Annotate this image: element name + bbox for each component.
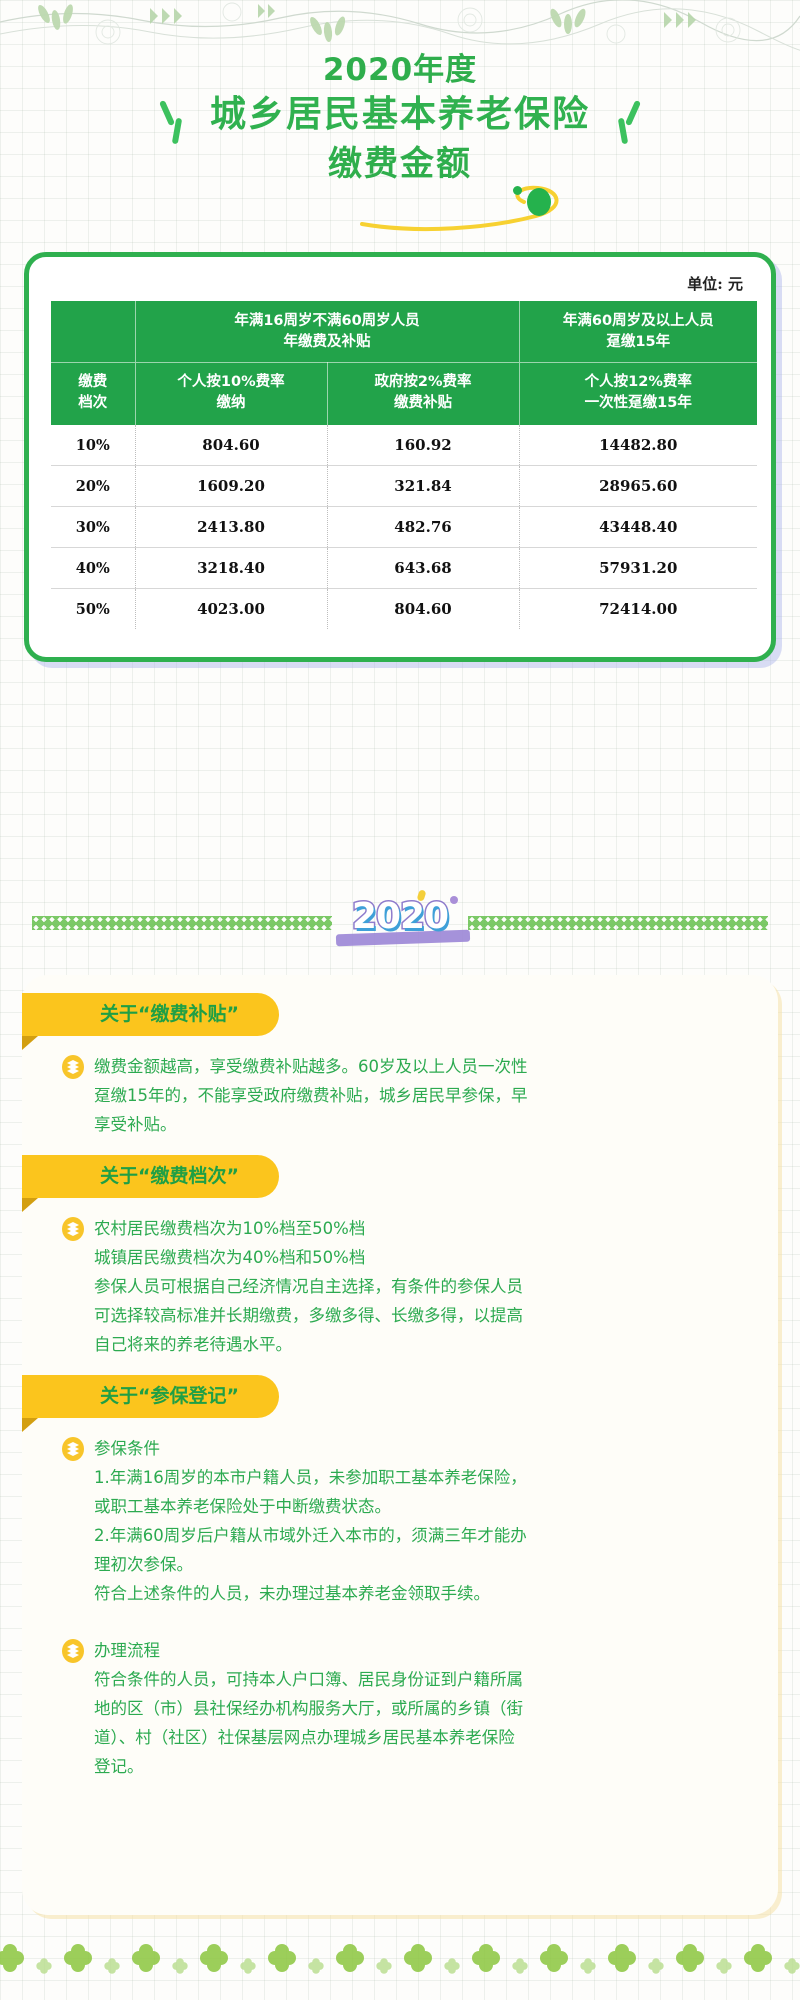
cell-lump: 28965.60 <box>519 465 758 507</box>
table-header-top-row: 年满16周岁不满60周岁人员 年缴费及补贴 年满60周岁及以上人员 趸缴15年 <box>51 301 758 363</box>
cell-subsidy: 321.84 <box>327 465 520 507</box>
bottom-ornament-svg <box>0 1944 800 1974</box>
bullet-item: 参保条件 1.年满16周岁的本市户籍人员，未参加职工基本养老保险， 或职工基本养… <box>22 1434 778 1608</box>
cell-personal: 4023.00 <box>135 588 328 629</box>
section-tag-subsidy: 关于“缴费补贴” <box>22 993 279 1050</box>
bullet-text: 参保条件 1.年满16周岁的本市户籍人员，未参加职工基本养老保险， 或职工基本养… <box>94 1439 527 1603</box>
title-year: 2020年度 <box>322 52 478 88</box>
stack-bullet-icon <box>62 1217 84 1241</box>
info-panel: 关于“缴费补贴” 缴费金额越高，享受缴费补贴越多。60岁及以上人员一次性 趸缴1… <box>22 975 778 1915</box>
cell-personal: 3218.40 <box>135 547 328 589</box>
table-row: 50% 4023.00 804.60 72414.00 <box>51 588 757 629</box>
divider-purple-dot <box>450 896 458 904</box>
cell-tier: 30% <box>51 506 136 548</box>
green-dot-large-decoration <box>527 188 551 216</box>
cell-personal: 2413.80 <box>135 506 328 548</box>
section-tiers: 关于“缴费档次” 农村居民缴费档次为10%档至50%档 城镇居民缴费档次为40%… <box>22 1155 778 1359</box>
table-row: 30% 2413.80 482.76 43448.40 <box>51 506 758 548</box>
title-sub: 缴费金额 <box>328 144 472 184</box>
header-lumpsum-12-column: 个人按12%费率 一次性趸缴15年 <box>519 362 758 425</box>
cell-lump: 43448.40 <box>519 506 758 548</box>
bullet-text: 缴费金额越高，享受缴费补贴越多。60岁及以上人员一次性 趸缴15年的，不能享受政… <box>94 1057 528 1134</box>
stack-bullet-icon <box>62 1639 84 1663</box>
table-row: 20% 1609.20 321.84 28965.60 <box>51 465 758 507</box>
header-group-over-60: 年满60周岁及以上人员 趸缴15年 <box>519 301 758 363</box>
table-header-sub-row: 缴费 档次 个人按10%费率 缴纳 政府按2%费率 缴费补贴 个人按12%费率 … <box>51 362 758 425</box>
divider-year-label: 2020 <box>350 895 450 939</box>
cell-tier: 40% <box>51 547 136 589</box>
bullet-item: 办理流程 符合条件的人员，可持本人户口簿、居民身份证到户籍所属 地的区（市）县社… <box>22 1636 778 1781</box>
fee-table: 年满16周岁不满60周岁人员 年缴费及补贴 年满60周岁及以上人员 趸缴15年 … <box>51 301 758 629</box>
section-tag-tiers: 关于“缴费档次” <box>22 1155 279 1212</box>
spark-left-1 <box>158 99 176 127</box>
cell-lump: 72414.00 <box>599 600 678 618</box>
cell-tier: 10% <box>51 425 136 466</box>
fee-table-body: 10% 804.60 160.92 14482.80 20% 1609.20 3… <box>51 425 758 629</box>
bullet-item: 农村居民缴费档次为10%档至50%档 城镇居民缴费档次为40%档和50%档 参保… <box>22 1214 778 1359</box>
cell-lump: 57931.20 <box>519 547 758 589</box>
divider-line-right <box>468 916 768 930</box>
cell-tier: 20% <box>51 465 136 507</box>
top-leaf-ornament <box>0 0 800 60</box>
cell-subsidy: 160.92 <box>327 425 520 466</box>
bottom-clover-ornament <box>0 1940 800 2000</box>
section-divider: 2020 <box>0 880 800 960</box>
unit-label: 单位: 元 <box>687 275 743 293</box>
section-subsidy: 关于“缴费补贴” 缴费金额越高，享受缴费补贴越多。60岁及以上人员一次性 趸缴1… <box>22 993 778 1139</box>
table-row: 10% 804.60 160.92 14482.80 <box>51 425 758 466</box>
table-row: 40% 3218.40 643.68 57931.20 <box>51 547 758 589</box>
spark-right-1 <box>624 99 642 127</box>
title-main: 城乡居民基本养老保险 <box>209 94 590 135</box>
stack-bullet-icon <box>62 1055 84 1079</box>
cell-personal: 1609.20 <box>135 465 328 507</box>
section-registration: 关于“参保登记” 参保条件 1.年满16周岁的本市户籍人员，未参加职工基本养老保… <box>22 1375 778 1781</box>
page-title: 2020年度 城乡居民基本养老保险 缴费金额 <box>0 50 800 188</box>
green-dot-small-decoration <box>513 186 522 195</box>
cell-tier: 50% <box>51 588 136 629</box>
divider-line-left <box>32 916 332 930</box>
header-group-under-60: 年满16周岁不满60周岁人员 年缴费及补贴 <box>135 301 520 363</box>
title-main-wrap: 城乡居民基本养老保险 <box>158 92 642 145</box>
header-blank-cell <box>51 301 136 363</box>
header-tier-column: 缴费 档次 <box>51 362 136 425</box>
cell-subsidy: 482.76 <box>327 506 520 548</box>
section-tag-registration: 关于“参保登记” <box>22 1375 279 1432</box>
header-personal-10-column: 个人按10%费率 缴纳 <box>135 362 328 425</box>
cell-subsidy: 643.68 <box>327 547 520 589</box>
bullet-text: 农村居民缴费档次为10%档至50%档 城镇居民缴费档次为40%档和50%档 参保… <box>94 1219 523 1354</box>
bullet-text: 办理流程 符合条件的人员，可持本人户口簿、居民身份证到户籍所属 地的区（市）县社… <box>94 1641 523 1776</box>
stack-bullet-icon <box>62 1437 84 1461</box>
cell-personal: 804.60 <box>135 425 328 466</box>
top-ornament-svg <box>0 0 800 51</box>
bullet-item: 缴费金额越高，享受缴费补贴越多。60岁及以上人员一次性 趸缴15年的，不能享受政… <box>22 1052 778 1139</box>
fee-table-card: 单位: 元 年满16周岁不满60周岁人员 年缴费及补贴 年满60周岁及以上人员 … <box>24 252 776 662</box>
cell-lump: 14482.80 <box>519 425 758 466</box>
yellow-squiggle-decoration <box>360 185 559 232</box>
header-subsidy-2-column: 政府按2%费率 缴费补贴 <box>327 362 520 425</box>
cell-subsidy: 804.60 <box>327 588 520 629</box>
